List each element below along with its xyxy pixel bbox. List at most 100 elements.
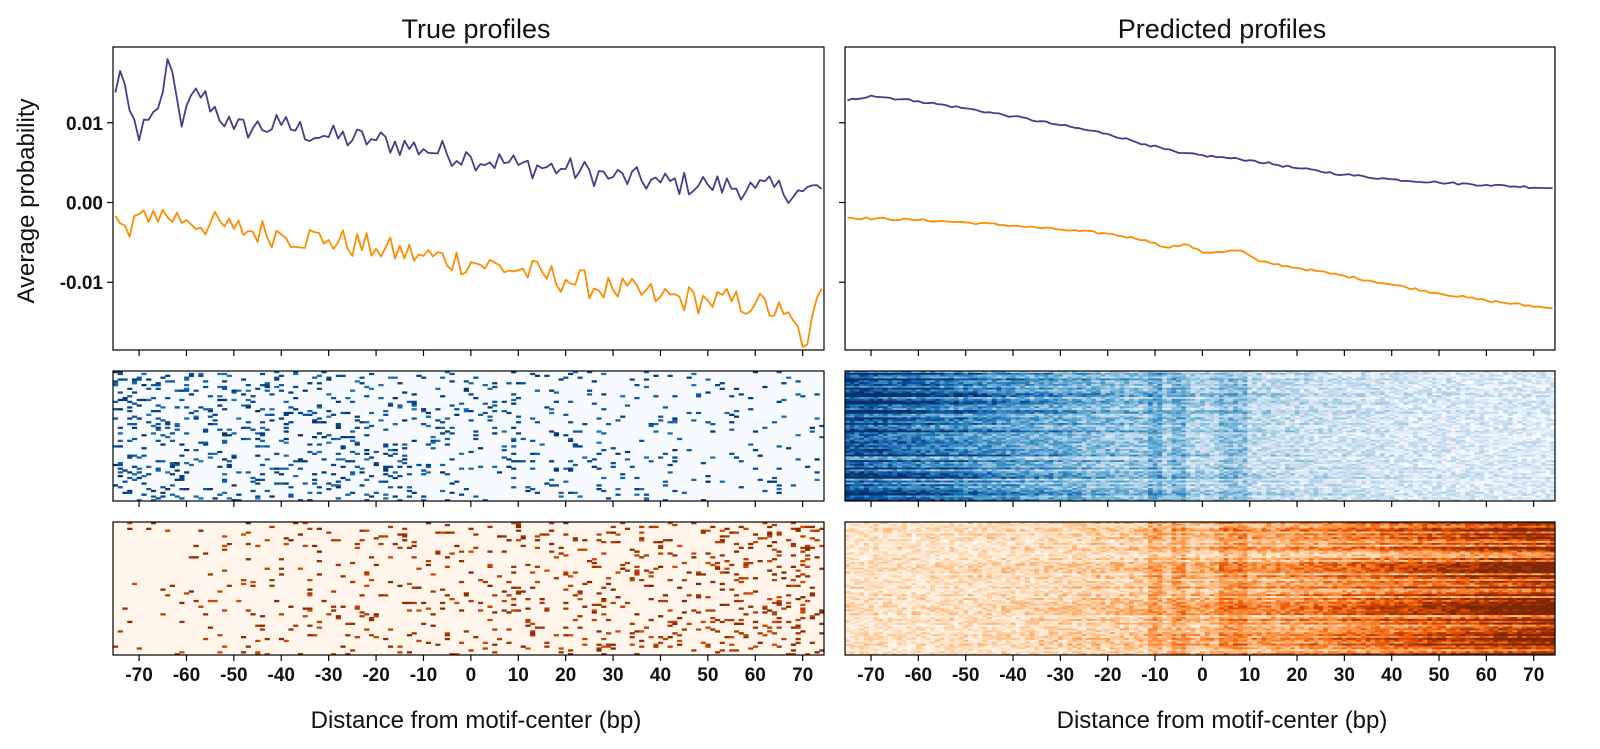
heatmap-cell — [1332, 400, 1338, 403]
heatmap-cell — [326, 415, 332, 418]
heatmap-cell — [1067, 376, 1073, 379]
heatmap-cell — [1488, 393, 1494, 396]
heatmap-cell — [1394, 372, 1400, 376]
heatmap-cell — [868, 389, 874, 392]
heatmap-cell — [1275, 395, 1281, 398]
heatmap-cell — [1223, 423, 1229, 426]
heatmap-cell — [1252, 374, 1258, 377]
heatmap-cell — [1237, 374, 1243, 377]
heatmap-cell — [925, 389, 931, 392]
heatmap-cell — [425, 415, 431, 418]
heatmap-cell — [1431, 406, 1438, 409]
heatmap-cell — [264, 445, 270, 448]
heatmap-cell — [113, 463, 119, 467]
heatmap-cell — [1531, 378, 1537, 381]
heatmap-cell — [1346, 415, 1352, 418]
heatmap-cell — [1389, 413, 1395, 416]
heatmap-cell — [1484, 378, 1490, 381]
heatmap-cell — [1337, 378, 1343, 381]
heatmap-cell — [1043, 385, 1049, 389]
heatmap-cell — [949, 384, 955, 387]
heatmap-cell — [1280, 387, 1286, 390]
heatmap-cell — [1384, 378, 1390, 381]
heatmap-cell — [1200, 374, 1206, 377]
heatmap-cell — [1536, 376, 1542, 379]
heatmap-cell — [982, 378, 988, 381]
heatmap-cell — [1110, 408, 1116, 411]
heatmap-cell — [1062, 374, 1068, 377]
heatmap-cell — [714, 384, 721, 387]
heatmap-cell — [1095, 372, 1101, 376]
heatmap-cell — [1356, 380, 1362, 383]
heatmap-cell — [520, 460, 526, 463]
heatmap-cell — [1342, 391, 1348, 394]
heatmap-cell — [553, 469, 559, 472]
heatmap-cell — [1275, 417, 1281, 420]
heatmap-cell — [558, 378, 564, 381]
heatmap-cell — [1488, 410, 1494, 413]
heatmap-cell — [1427, 374, 1433, 377]
heatmap-cell — [1233, 419, 1239, 422]
heatmap-cell — [925, 419, 931, 422]
heatmap-cell — [387, 402, 394, 405]
heatmap-cell — [1233, 380, 1239, 383]
heatmap-cell — [1403, 374, 1409, 377]
heatmap-cell — [920, 404, 926, 407]
heatmap-cell — [1129, 395, 1135, 398]
heatmap-cell — [859, 393, 865, 396]
heatmap-cell — [958, 395, 964, 398]
heatmap-cell — [1204, 391, 1210, 394]
heatmap-cell — [996, 406, 1002, 409]
heatmap-cell — [1304, 397, 1310, 400]
heatmap-cell — [1337, 402, 1343, 405]
heatmap-cell — [1469, 408, 1475, 411]
heatmap-cell — [340, 465, 346, 468]
heatmap-cell — [963, 387, 969, 390]
heatmap-cell — [1076, 376, 1083, 379]
heatmap-cell — [1384, 417, 1390, 420]
heatmap-cell — [1431, 413, 1438, 416]
heatmap-cell — [1091, 417, 1097, 420]
heatmap-cell — [795, 458, 801, 461]
heatmap-cell — [1413, 411, 1419, 415]
heatmap-cell — [1266, 385, 1272, 389]
heatmap-cell — [911, 406, 917, 409]
heatmap-cell — [1271, 404, 1277, 407]
heatmap-cell — [949, 423, 955, 426]
heatmap-cell — [911, 408, 917, 411]
heatmap-cell — [179, 488, 185, 491]
heatmap-cell — [972, 380, 978, 383]
heatmap-cell — [845, 395, 851, 398]
heatmap-cell — [845, 385, 851, 389]
heatmap-cell — [968, 393, 974, 396]
heatmap-cell — [568, 400, 574, 403]
heatmap-cell — [1313, 421, 1319, 424]
heatmap-cell — [1200, 411, 1206, 415]
heatmap-cell — [1058, 376, 1064, 379]
heatmap-cell — [1095, 411, 1101, 415]
heatmap-cell — [188, 374, 194, 377]
heatmap-cell — [849, 374, 855, 377]
heatmap-cell — [515, 432, 522, 435]
heatmap-cell — [1285, 384, 1291, 387]
heatmap-cell — [297, 434, 303, 437]
heatmap-cell — [953, 413, 959, 416]
heatmap-cell — [1058, 389, 1064, 392]
heatmap-cell — [1394, 382, 1400, 385]
heatmap-cell — [1517, 391, 1523, 394]
heatmap-cell — [1280, 423, 1286, 426]
heatmap-cell — [1512, 406, 1518, 409]
heatmap-cell — [1304, 417, 1310, 420]
heatmap-cell — [1072, 393, 1078, 396]
heatmap-cell — [1403, 421, 1409, 424]
heatmap-cell — [1365, 393, 1371, 396]
heatmap-cell — [411, 439, 417, 442]
heatmap-cell — [1436, 371, 1442, 374]
heatmap-cell — [1304, 410, 1310, 413]
heatmap-cell — [1053, 406, 1059, 409]
heatmap-cell — [1171, 411, 1177, 415]
heatmap-cell — [987, 397, 993, 400]
heatmap-cell — [1275, 411, 1281, 415]
heatmap-cell — [397, 404, 403, 407]
heatmap-cell — [987, 378, 993, 381]
